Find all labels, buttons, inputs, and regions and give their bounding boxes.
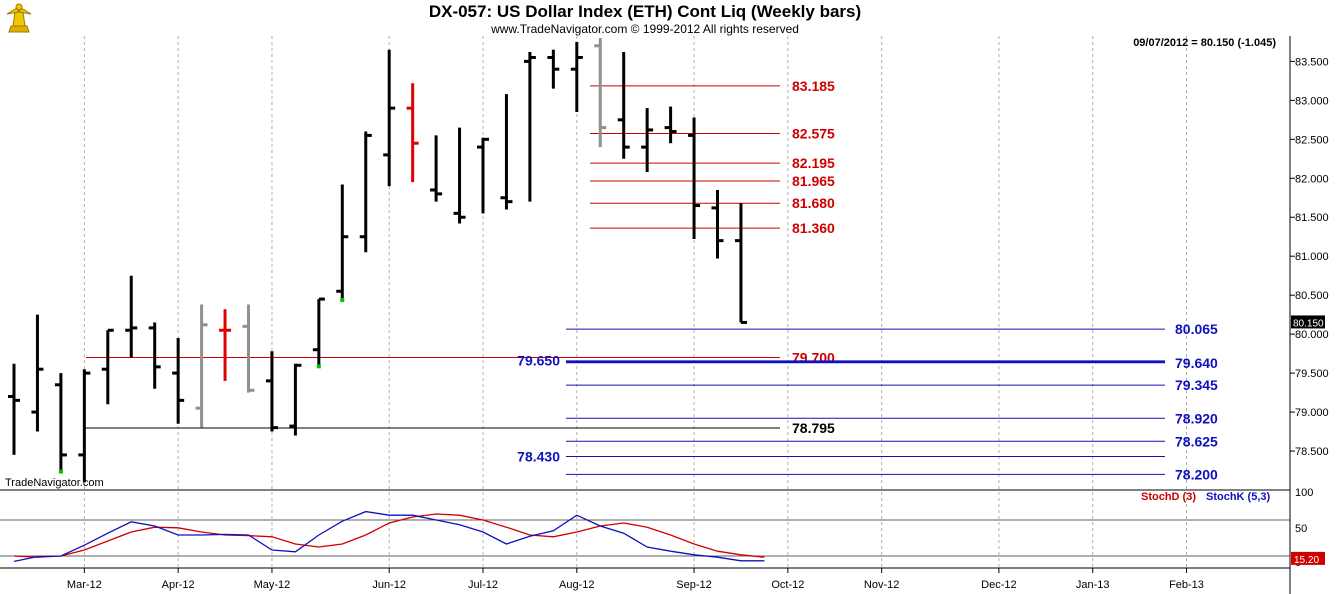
watermark-text: TradeNavigator.com xyxy=(5,477,104,489)
level-label-81.965: 81.965 xyxy=(792,173,835,189)
legend-stochd: StochD (3) xyxy=(1141,491,1196,503)
level-label-80.065: 80.065 xyxy=(1175,321,1218,337)
level-label-82.195: 82.195 xyxy=(792,155,835,171)
level-label-78.200: 78.200 xyxy=(1175,466,1218,482)
copyright-notice: www.TradeNavigator.com © 1999-2012 All r… xyxy=(491,22,799,36)
signal-marker xyxy=(58,469,63,474)
stochastic-panel: 10050015.20 xyxy=(0,487,1325,569)
time-tick-label: Feb-13 xyxy=(1169,579,1204,591)
stoch-tick-label: 50 xyxy=(1295,523,1307,535)
level-label-83.185: 83.185 xyxy=(792,78,835,94)
time-tick-label: Oct-12 xyxy=(771,579,804,591)
price-tick-label: 79.500 xyxy=(1295,368,1329,380)
time-tick-label: Jun-12 xyxy=(372,579,406,591)
price-bars xyxy=(8,38,747,483)
legend-stochk: StochK (5,3) xyxy=(1206,491,1271,503)
level-label-82.575: 82.575 xyxy=(792,125,835,141)
time-tick-label: Dec-12 xyxy=(981,579,1016,591)
level-label-81.360: 81.360 xyxy=(792,220,835,236)
level-label-78.795: 78.795 xyxy=(792,420,835,436)
price-tick-label: 82.500 xyxy=(1295,134,1329,146)
price-tick-label: 81.500 xyxy=(1295,212,1329,224)
signal-marker xyxy=(316,364,321,369)
time-tick-label: Nov-12 xyxy=(864,579,899,591)
level-label-79.345: 79.345 xyxy=(1175,377,1218,393)
price-tick-label: 80.500 xyxy=(1295,290,1329,302)
stochk-line xyxy=(13,510,765,563)
axes: 78.500 79.000 79.500 80.000 80.500 81.000 81.5… xyxy=(0,36,1329,594)
tradenavigator-logo xyxy=(6,3,32,33)
level-label-79.640: 79.640 xyxy=(1175,355,1218,371)
signal-marker xyxy=(340,298,345,303)
price-tick-label: 80.000 xyxy=(1295,329,1329,341)
stoch-tick-label: 100 xyxy=(1295,487,1313,499)
level-label-79.650: 79.650 xyxy=(517,352,560,368)
chart-title: DX-057: US Dollar Index (ETH) Cont Liq (… xyxy=(428,2,862,21)
level-layer: 83.18582.57582.19581.96581.68081.36079.7… xyxy=(86,78,1218,482)
price-tick-label: 79.000 xyxy=(1295,407,1329,419)
grid-layer xyxy=(83,36,1187,568)
stochd-line xyxy=(13,513,765,558)
price-tick-label: 82.000 xyxy=(1295,173,1329,185)
level-label-81.680: 81.680 xyxy=(792,195,835,211)
level-label-78.625: 78.625 xyxy=(1175,433,1218,449)
time-tick-label: Aug-12 xyxy=(559,579,594,591)
time-tick-label: Sep-12 xyxy=(676,579,711,591)
last-price-tag-text: 80.150 xyxy=(1293,318,1324,329)
time-tick-label: Mar-12 xyxy=(67,579,102,591)
price-tick-label: 78.500 xyxy=(1295,446,1329,458)
level-label-78.920: 78.920 xyxy=(1175,410,1218,426)
price-tick-label: 83.500 xyxy=(1295,56,1329,68)
price-tick-label: 83.000 xyxy=(1295,95,1329,107)
last-price-readout: 09/07/2012 = 80.150 (-1.045) xyxy=(1133,37,1276,49)
time-tick-label: Jul-12 xyxy=(468,579,498,591)
price-tick-label: 81.000 xyxy=(1295,251,1329,263)
time-tick-label: May-12 xyxy=(254,579,291,591)
stoch-value-tag-text: 15.20 xyxy=(1294,555,1319,566)
time-tick-label: Jan-13 xyxy=(1076,579,1110,591)
level-label-78.430: 78.430 xyxy=(517,448,560,464)
stoch-value-tag xyxy=(1291,551,1325,565)
time-tick-label: Apr-12 xyxy=(162,579,195,591)
last-price-tag xyxy=(1291,315,1325,329)
